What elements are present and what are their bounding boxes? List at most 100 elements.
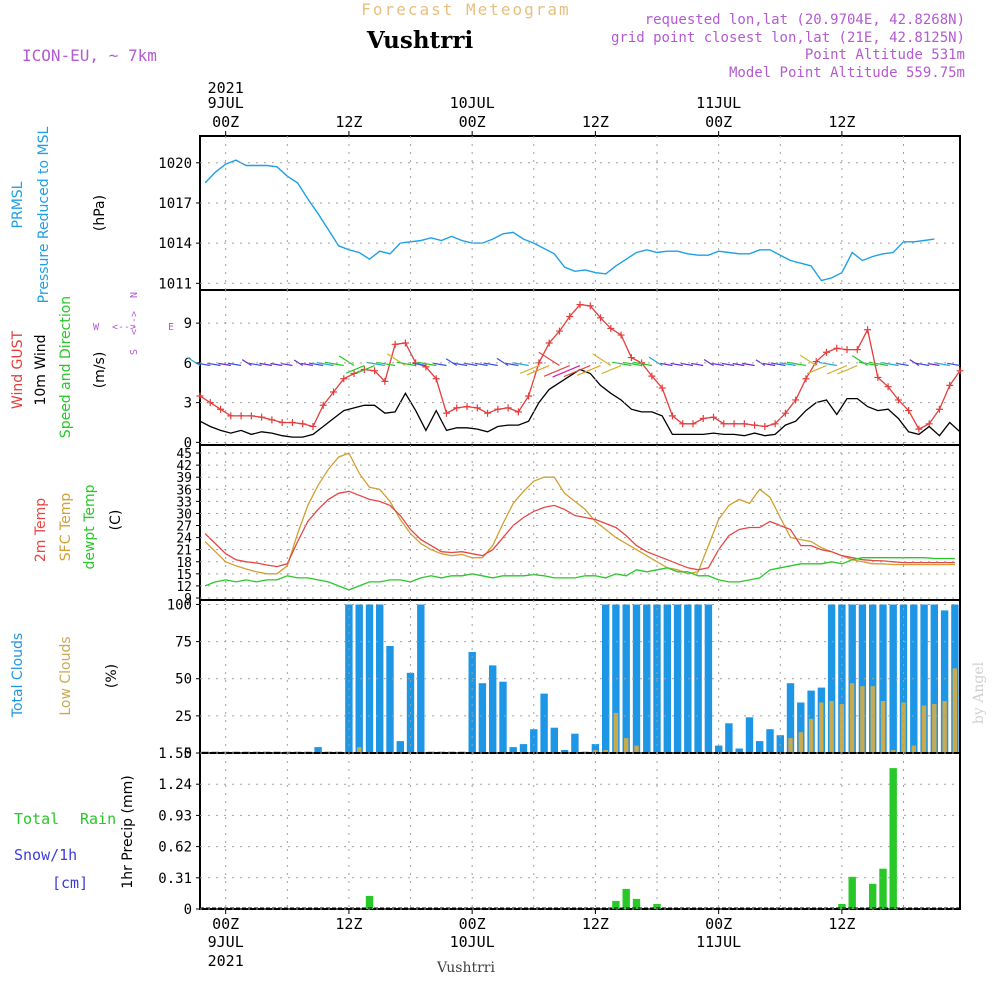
- wind-frame: [199, 289, 961, 446]
- gust-marker: [463, 403, 471, 411]
- product-title: Forecast Meteogram: [361, 0, 570, 19]
- rain-bar: [869, 883, 877, 909]
- total-cloud-bar: [540, 693, 548, 753]
- pressure-ytick-label: 1011: [158, 276, 192, 292]
- precip-ytick-label: 0.62: [158, 840, 192, 856]
- precip-ytick-label: 1.24: [158, 777, 192, 793]
- gust-marker: [391, 340, 399, 348]
- wind-gust-label: Wind GUST: [10, 330, 26, 409]
- temp-2m-line: [204, 490, 955, 571]
- temp-ytick-label: 15: [176, 568, 192, 583]
- total-cloud-bar: [417, 604, 425, 753]
- gust-marker: [576, 301, 584, 309]
- rain-bar: [848, 876, 856, 909]
- gust-marker: [699, 415, 707, 423]
- wind-arrow: [308, 362, 324, 367]
- gust-marker: [597, 314, 605, 322]
- clouds-ytick-label: 75: [175, 635, 192, 651]
- gust-marker: [473, 404, 481, 412]
- precip-ytick-label: 0.93: [158, 808, 192, 824]
- dewpt-line: [204, 557, 955, 591]
- wind-arrow: [648, 356, 663, 367]
- bottom-axis-hour: 00Z: [459, 915, 486, 933]
- gust-marker: [730, 420, 738, 428]
- total-clouds-label: Total Clouds: [10, 633, 26, 718]
- gust-marker: [689, 420, 697, 428]
- wind-arrow: [241, 359, 252, 367]
- wind-arrow: [895, 362, 909, 367]
- gust-marker: [946, 381, 954, 389]
- gust-marker: [258, 413, 266, 421]
- wind-arrow: [463, 362, 478, 367]
- wind-arrow: [207, 362, 221, 367]
- gust-marker: [340, 375, 348, 383]
- gust-marker: [894, 396, 902, 404]
- wind-arrow: [552, 364, 581, 378]
- total-cloud-bar: [663, 604, 671, 753]
- low-cloud-bar: [921, 705, 927, 753]
- gust-marker: [514, 408, 522, 416]
- wind-arrow: [947, 362, 961, 367]
- low-cloud-bar: [603, 750, 608, 753]
- total-cloud-bar: [571, 733, 579, 753]
- wind-arrow: [770, 362, 786, 367]
- total-cloud-bar: [704, 604, 713, 753]
- wind-dir-label: Speed and Direction: [58, 296, 74, 438]
- low-cloud-bar: [849, 683, 855, 753]
- gust-marker: [771, 420, 779, 428]
- compass-rose: W E <--> N S <-->: [93, 292, 174, 355]
- gust-marker: [822, 348, 830, 356]
- wind-arrow: [881, 362, 899, 367]
- wind-arrow: [227, 362, 242, 367]
- wind-panel: 0 3 6 9: [184, 289, 964, 451]
- precip-ytick-label: 0: [184, 902, 192, 918]
- temp-ytick-label: 27: [176, 520, 192, 535]
- temp-ytick-label: 12: [176, 580, 192, 595]
- low-cloud-bar: [952, 668, 957, 753]
- gust-marker: [432, 375, 440, 383]
- gust-marker: [740, 420, 748, 428]
- total-cloud-bar: [715, 745, 723, 753]
- wind-arrow: [512, 362, 529, 367]
- total-cloud-bar: [940, 610, 949, 753]
- wind-arrow: [218, 362, 231, 367]
- wind-arrow: [909, 359, 920, 367]
- total-cloud-bar: [797, 702, 805, 753]
- wind-arrow: [611, 361, 632, 367]
- wind-arrow: [187, 357, 201, 367]
- low-cloud-bar: [634, 745, 639, 753]
- snow-label: Snow/1h: [14, 846, 77, 864]
- compass-south: S: [129, 349, 140, 355]
- gust-marker: [288, 418, 296, 426]
- wind-arrow: [779, 362, 796, 367]
- wind-arrow: [622, 361, 642, 367]
- bottom-axis-date: 9JUL: [208, 933, 244, 951]
- low-clouds-label: Low Clouds: [58, 636, 74, 715]
- pressure-ytick-label: 1020: [158, 156, 192, 172]
- gust-marker: [658, 384, 666, 392]
- wind-arrow: [445, 358, 458, 367]
- point-altitude: Point Altitude 531m: [805, 47, 965, 63]
- rain-bar: [622, 888, 630, 909]
- wind-arrow: [496, 357, 509, 367]
- wind-arrow: [806, 364, 827, 375]
- gust-marker: [884, 383, 892, 391]
- total-cloud-bar: [622, 604, 630, 753]
- wind-arrow: [503, 362, 519, 367]
- gust-marker: [586, 302, 594, 310]
- gust-marker: [504, 404, 512, 412]
- gust-marker: [217, 405, 225, 413]
- low-cloud-bar: [911, 745, 916, 753]
- total-cloud-bar: [920, 604, 928, 753]
- gust-marker: [751, 421, 759, 429]
- gust-marker: [956, 367, 964, 375]
- pressure-unit: (hPa): [92, 195, 108, 231]
- wind-arrow: [417, 361, 437, 367]
- clouds-ytick-label: 50: [175, 672, 192, 688]
- clouds-panel: 0 25 50 75 100: [167, 597, 961, 762]
- bottom-axis-hour: 00Z: [212, 915, 239, 933]
- low-cloud-bar: [891, 750, 896, 753]
- low-cloud-bar: [829, 701, 834, 753]
- low-cloud-bar: [798, 732, 803, 753]
